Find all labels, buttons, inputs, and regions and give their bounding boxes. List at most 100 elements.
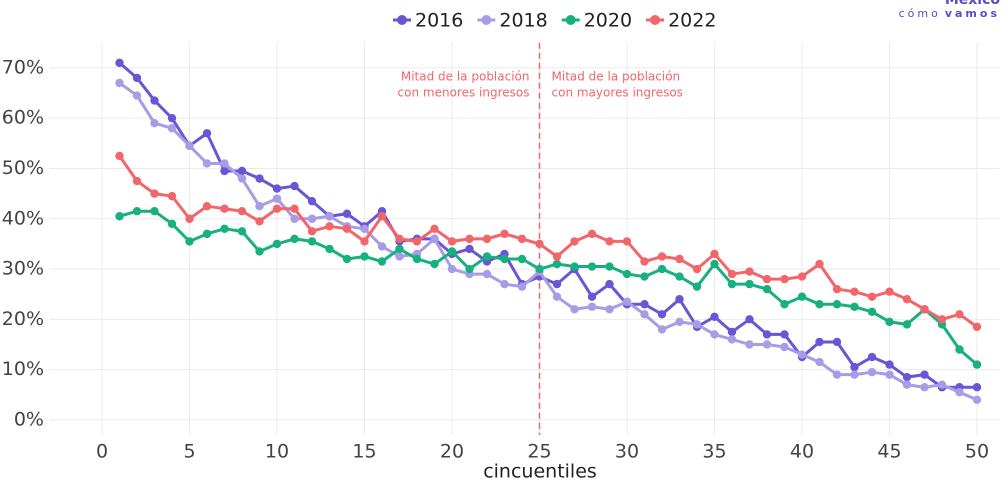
data-point xyxy=(745,315,754,324)
data-point xyxy=(657,310,667,319)
data-point xyxy=(832,370,842,379)
data-point xyxy=(797,292,807,301)
data-point xyxy=(832,300,842,309)
data-point xyxy=(447,237,457,246)
data-point xyxy=(132,91,142,100)
y-tick-label: 10% xyxy=(2,358,44,380)
data-point xyxy=(605,279,614,289)
data-point xyxy=(237,207,247,216)
data-point xyxy=(902,380,912,389)
data-point xyxy=(937,380,947,389)
data-point xyxy=(605,237,614,246)
data-point xyxy=(832,284,842,294)
data-point xyxy=(307,196,317,206)
data-point xyxy=(150,189,159,198)
data-point xyxy=(867,367,877,377)
data-point xyxy=(762,274,772,284)
data-point xyxy=(762,284,772,294)
data-point xyxy=(535,264,544,274)
data-point xyxy=(745,279,754,289)
legend-label: 2022 xyxy=(668,10,716,32)
annotation: con mayores ingresos xyxy=(552,86,683,100)
data-point xyxy=(115,58,124,68)
data-point xyxy=(430,224,439,234)
data-point xyxy=(185,141,194,151)
x-axis-label: cincuentiles xyxy=(483,461,597,483)
data-point xyxy=(150,119,159,128)
data-point xyxy=(307,237,317,246)
legend-swatch xyxy=(397,15,407,25)
logo-word: vamos xyxy=(945,7,1000,20)
data-point xyxy=(500,254,509,264)
data-point xyxy=(220,204,229,213)
data-point xyxy=(220,166,229,176)
annotation: con menores ingresos xyxy=(398,86,530,100)
data-point xyxy=(325,244,334,254)
data-point xyxy=(535,239,544,249)
data-point xyxy=(727,327,737,337)
data-point xyxy=(885,360,894,369)
x-tick-label: 0 xyxy=(96,441,108,463)
logo-subtitle: cómo vamos xyxy=(899,7,1000,20)
data-point xyxy=(220,159,229,168)
data-point xyxy=(780,274,789,284)
data-point xyxy=(500,279,509,289)
data-point xyxy=(482,252,492,261)
data-point xyxy=(780,300,789,309)
data-point xyxy=(972,322,982,332)
data-point xyxy=(780,330,789,339)
data-point xyxy=(220,224,229,234)
data-point xyxy=(640,272,649,281)
data-point xyxy=(465,264,474,274)
data-point xyxy=(850,302,859,311)
data-point xyxy=(675,272,684,281)
y-tick-label: 70% xyxy=(2,56,44,78)
data-point xyxy=(202,201,212,211)
legend-label: 2016 xyxy=(415,10,463,32)
data-point xyxy=(430,259,439,269)
data-point xyxy=(255,174,264,183)
x-tick-label: 40 xyxy=(790,441,814,463)
data-point xyxy=(727,279,737,289)
x-tick-label: 50 xyxy=(965,441,989,463)
y-tick-label: 20% xyxy=(2,308,44,330)
data-point xyxy=(797,350,807,359)
data-point xyxy=(605,305,614,314)
data-point xyxy=(710,259,719,269)
data-point xyxy=(290,181,299,191)
data-point xyxy=(710,249,719,259)
data-point xyxy=(342,209,352,218)
series-line xyxy=(119,209,978,366)
data-point xyxy=(570,262,579,271)
data-point xyxy=(377,257,387,266)
series-line xyxy=(118,155,978,329)
y-tick-label: 40% xyxy=(2,207,44,229)
data-point xyxy=(150,96,159,105)
data-point xyxy=(622,237,632,246)
data-point xyxy=(955,388,964,397)
data-point xyxy=(710,312,719,322)
data-point xyxy=(867,307,877,316)
x-tick-label: 15 xyxy=(352,441,376,463)
data-point xyxy=(867,352,877,362)
data-point xyxy=(955,310,964,319)
data-point xyxy=(237,166,247,176)
data-point xyxy=(815,337,824,347)
data-point xyxy=(272,184,282,193)
data-point xyxy=(132,207,142,216)
data-point xyxy=(675,317,684,327)
data-point xyxy=(832,337,842,347)
data-point xyxy=(290,234,299,244)
data-point xyxy=(955,345,964,354)
x-tick-label: 20 xyxy=(440,441,464,463)
logo: México xyxy=(945,0,1001,8)
data-point xyxy=(342,224,352,234)
data-point xyxy=(202,159,212,168)
data-point xyxy=(237,227,247,236)
data-point xyxy=(867,292,877,301)
data-point xyxy=(745,267,754,276)
x-tick-label: 45 xyxy=(877,441,901,463)
legend-swatch xyxy=(650,15,661,25)
data-point xyxy=(447,264,457,274)
